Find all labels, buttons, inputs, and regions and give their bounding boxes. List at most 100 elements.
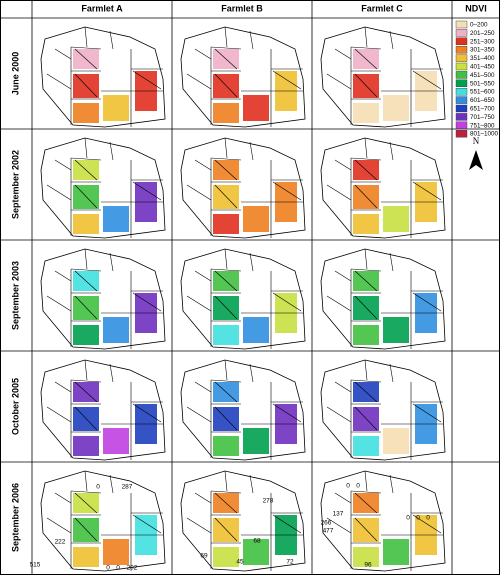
column-header: Farmlet C [361,3,403,13]
farm-map [320,26,446,128]
legend-label: 201–250 [470,30,495,37]
ndvi-patch [353,518,379,542]
ndvi-patch [353,436,379,456]
field-label: 477 [323,528,334,535]
legend-label: 451–500 [470,72,495,79]
legend-swatch [455,79,468,88]
ndvi-patch [73,103,99,123]
field-label: 0 [416,515,420,522]
field-label: 96 [364,562,372,569]
ndvi-patch [353,325,379,345]
ndvi-patch [103,206,129,232]
ndvi-patch [353,407,379,431]
legend-label: 651–700 [470,105,495,112]
field-label: 137 [333,511,344,518]
field-label: 0 [116,565,120,572]
farm-map [180,26,306,128]
ndvi-patch [213,436,239,456]
ndvi-patch [103,539,129,565]
ndvi-patch [103,428,129,454]
field-label: 515 [30,562,41,569]
field-label: 0 [406,515,410,522]
field-label: 287 [122,484,133,491]
legend-label: 801–1000 [470,131,499,138]
legend-label: 551–600 [470,89,495,96]
farm-map [40,137,166,239]
ndvi-patch [383,428,409,454]
farm-map [320,137,446,239]
legend-label: 601–650 [470,97,495,104]
row-label: September 2002 [10,150,20,219]
ndvi-patch [383,539,409,565]
row-label: June 2000 [10,52,20,96]
field-label: 69 [200,553,208,560]
ndvi-patch [103,95,129,121]
legend-title: NDVI [465,3,487,13]
legend-swatch [455,54,468,62]
ndvi-patch [73,547,99,567]
ndvi-patch [213,547,239,567]
legend-label: 251–300 [470,38,495,45]
legend-swatch [455,87,468,96]
ndvi-patch [243,428,269,454]
ndvi-patch [243,317,269,343]
ndvi-patch [353,185,379,209]
legend-label: 351–400 [470,55,495,62]
ndvi-patch [353,214,379,234]
legend-swatch [455,46,468,54]
farm-map [180,359,306,461]
ndvi-patch [213,74,239,98]
ndvi-patch [73,407,99,431]
legend-label: 401–450 [470,63,495,70]
field-label: 0 [356,483,360,490]
ndvi-patch [103,317,129,343]
ndvi-patch [353,103,379,123]
legend-swatch [455,29,468,37]
farm-map [180,470,306,572]
column-header: Farmlet A [81,3,123,13]
ndvi-patch [383,317,409,343]
ndvi-patch [73,518,99,542]
field-label: 278 [263,498,274,505]
ndvi-patch [213,325,239,345]
ndvi-patch [73,325,99,345]
legend-swatch [455,37,468,45]
ndvi-patch [383,95,409,121]
ndvi-patch [243,539,269,565]
row-label: September 2006 [10,483,20,552]
ndvi-patch [73,214,99,234]
ndvi-patch [243,95,269,121]
ndvi-patch [353,74,379,98]
ndvi-patch [213,518,239,542]
field-label: 45 [236,559,244,566]
legend-swatch [455,113,468,121]
field-label: 0 [426,515,430,522]
field-label: 202 [127,565,138,572]
farm-map [180,137,306,239]
legend-swatch [455,62,468,71]
legend-label: 0–200 [470,21,488,28]
field-label: 222 [55,539,66,546]
ndvi-patch [73,436,99,456]
north-label: N [473,136,480,146]
field-label: 0 [96,484,100,491]
ndvi-patch [73,74,99,98]
row-label: October 2005 [10,378,20,435]
farm-map [40,248,166,350]
legend-label: 701–750 [470,114,495,121]
farm-map [40,26,166,128]
north-arrow [469,150,483,170]
ndvi-patch [383,206,409,232]
field-label: 72 [286,559,294,566]
row-label: September 2003 [10,261,20,330]
ndvi-patch [73,185,99,209]
ndvi-patch [213,296,239,320]
ndvi-patch [213,214,239,234]
field-label: 0 [106,565,110,572]
column-header: Farmlet B [221,3,263,13]
legend-label: 501–550 [470,80,495,87]
ndvi-patch [243,206,269,232]
ndvi-patch [213,185,239,209]
farm-map [40,359,166,461]
